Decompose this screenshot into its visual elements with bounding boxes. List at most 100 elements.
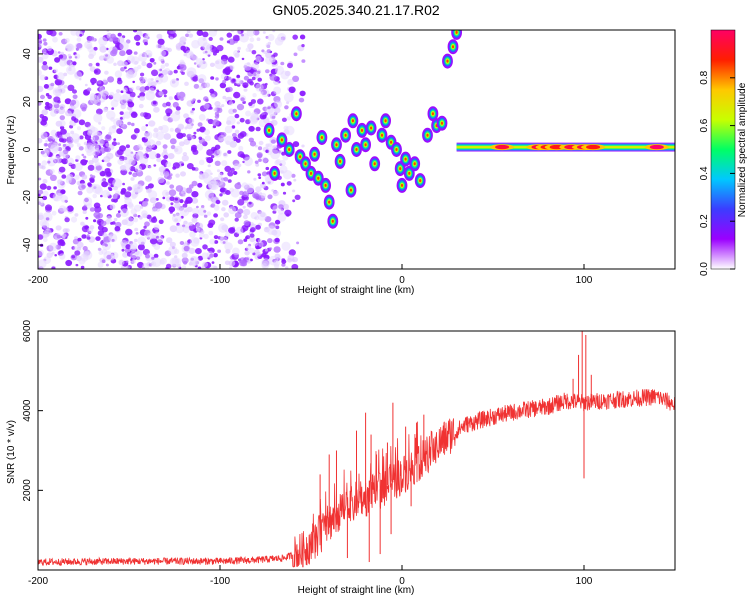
colorbar-tick-label: 0.4 [699,166,710,180]
noise-speckle [252,71,260,79]
noise-speckle [38,118,42,123]
noise-haze [261,156,269,164]
noise-haze [131,193,137,200]
spectrogram-blob [436,115,448,131]
noise-speckle [181,71,185,75]
noise-speckle [155,140,162,146]
noise-speckle [104,70,109,75]
spectrogram-blob [309,146,320,162]
noise-speckle [223,177,229,182]
noise-speckle [81,234,87,239]
noise-speckle [191,136,195,140]
noise-haze [142,200,149,208]
spectrogram-blob [331,137,342,153]
noise-speckle [166,175,172,180]
noise-haze [42,48,47,54]
noise-haze [88,146,95,152]
noise-speckle [134,227,139,232]
noise-haze [283,92,294,103]
noise-haze [243,62,252,71]
noise-haze [76,37,82,42]
noise-speckle [167,47,173,53]
noise-speckle [183,139,190,145]
noise-speckle [135,232,139,235]
noise-haze [204,47,213,56]
noise-speckle [186,123,193,130]
noise-haze [79,182,87,191]
noise-speckle [251,76,256,81]
noise-speckle [231,125,236,129]
spectrogram-blob [376,127,388,143]
spectrogram-blob [291,106,302,122]
noise-speckle [47,94,52,100]
noise-haze [52,36,58,43]
noise-haze [50,129,58,137]
noise-speckle [54,254,57,257]
noise-speckle [174,202,181,209]
noise-speckle [197,266,202,269]
noise-haze [74,42,83,51]
noise-speckle [211,146,217,152]
noise-haze [123,163,132,172]
noise-speckle [135,41,141,46]
noise-speckle [255,251,261,257]
noise-haze [258,119,267,128]
noise-haze [87,125,96,134]
noise-haze [117,158,124,165]
noise-haze [265,56,274,65]
noise-speckle [180,171,186,177]
noise-haze [195,227,201,232]
noise-speckle [145,198,149,202]
noise-speckle [104,134,112,141]
noise-speckle [133,30,138,33]
noise-haze [134,165,142,173]
noise-speckle [99,170,106,177]
noise-speckle [38,101,42,106]
spectrogram-blob [396,177,408,193]
noise-haze [146,232,155,240]
noise-haze [201,252,209,260]
noise-speckle [105,171,112,177]
noise-speckle [249,233,255,238]
noise-haze [236,30,241,35]
noise-speckle [293,178,297,182]
noise-speckle [169,196,175,202]
noise-speckle [226,32,233,38]
noise-haze [148,190,158,200]
noise-haze [66,157,75,166]
noise-haze [38,249,44,256]
noise-speckle [265,166,270,171]
noise-speckle [226,86,233,93]
noise-speckle [38,56,44,63]
noise-haze [197,36,208,47]
noise-haze [101,241,111,251]
noise-speckle [89,174,93,177]
noise-speckle [204,82,211,88]
noise-haze [197,74,207,84]
noise-speckle [41,64,49,71]
noise-speckle [86,236,91,240]
noise-speckle [192,213,199,219]
noise-speckle [149,165,152,169]
noise-speckle [74,213,79,217]
noise-speckle [72,61,77,66]
noise-speckle [64,217,70,223]
noise-speckle [258,158,262,162]
noise-speckle [222,79,227,84]
noise-speckle [185,196,193,204]
noise-speckle [42,38,47,42]
noise-speckle [71,255,76,259]
noise-haze [130,251,138,259]
noise-haze [270,149,280,160]
noise-speckle [182,152,188,156]
noise-speckle [232,132,237,138]
noise-speckle [134,128,140,134]
noise-speckle [210,76,215,80]
noise-haze [257,211,267,221]
noise-haze [245,47,250,52]
noise-haze [93,113,103,123]
noise-speckle [126,49,133,55]
noise-speckle [292,75,300,83]
noise-speckle [145,124,149,127]
noise-haze [75,155,81,161]
